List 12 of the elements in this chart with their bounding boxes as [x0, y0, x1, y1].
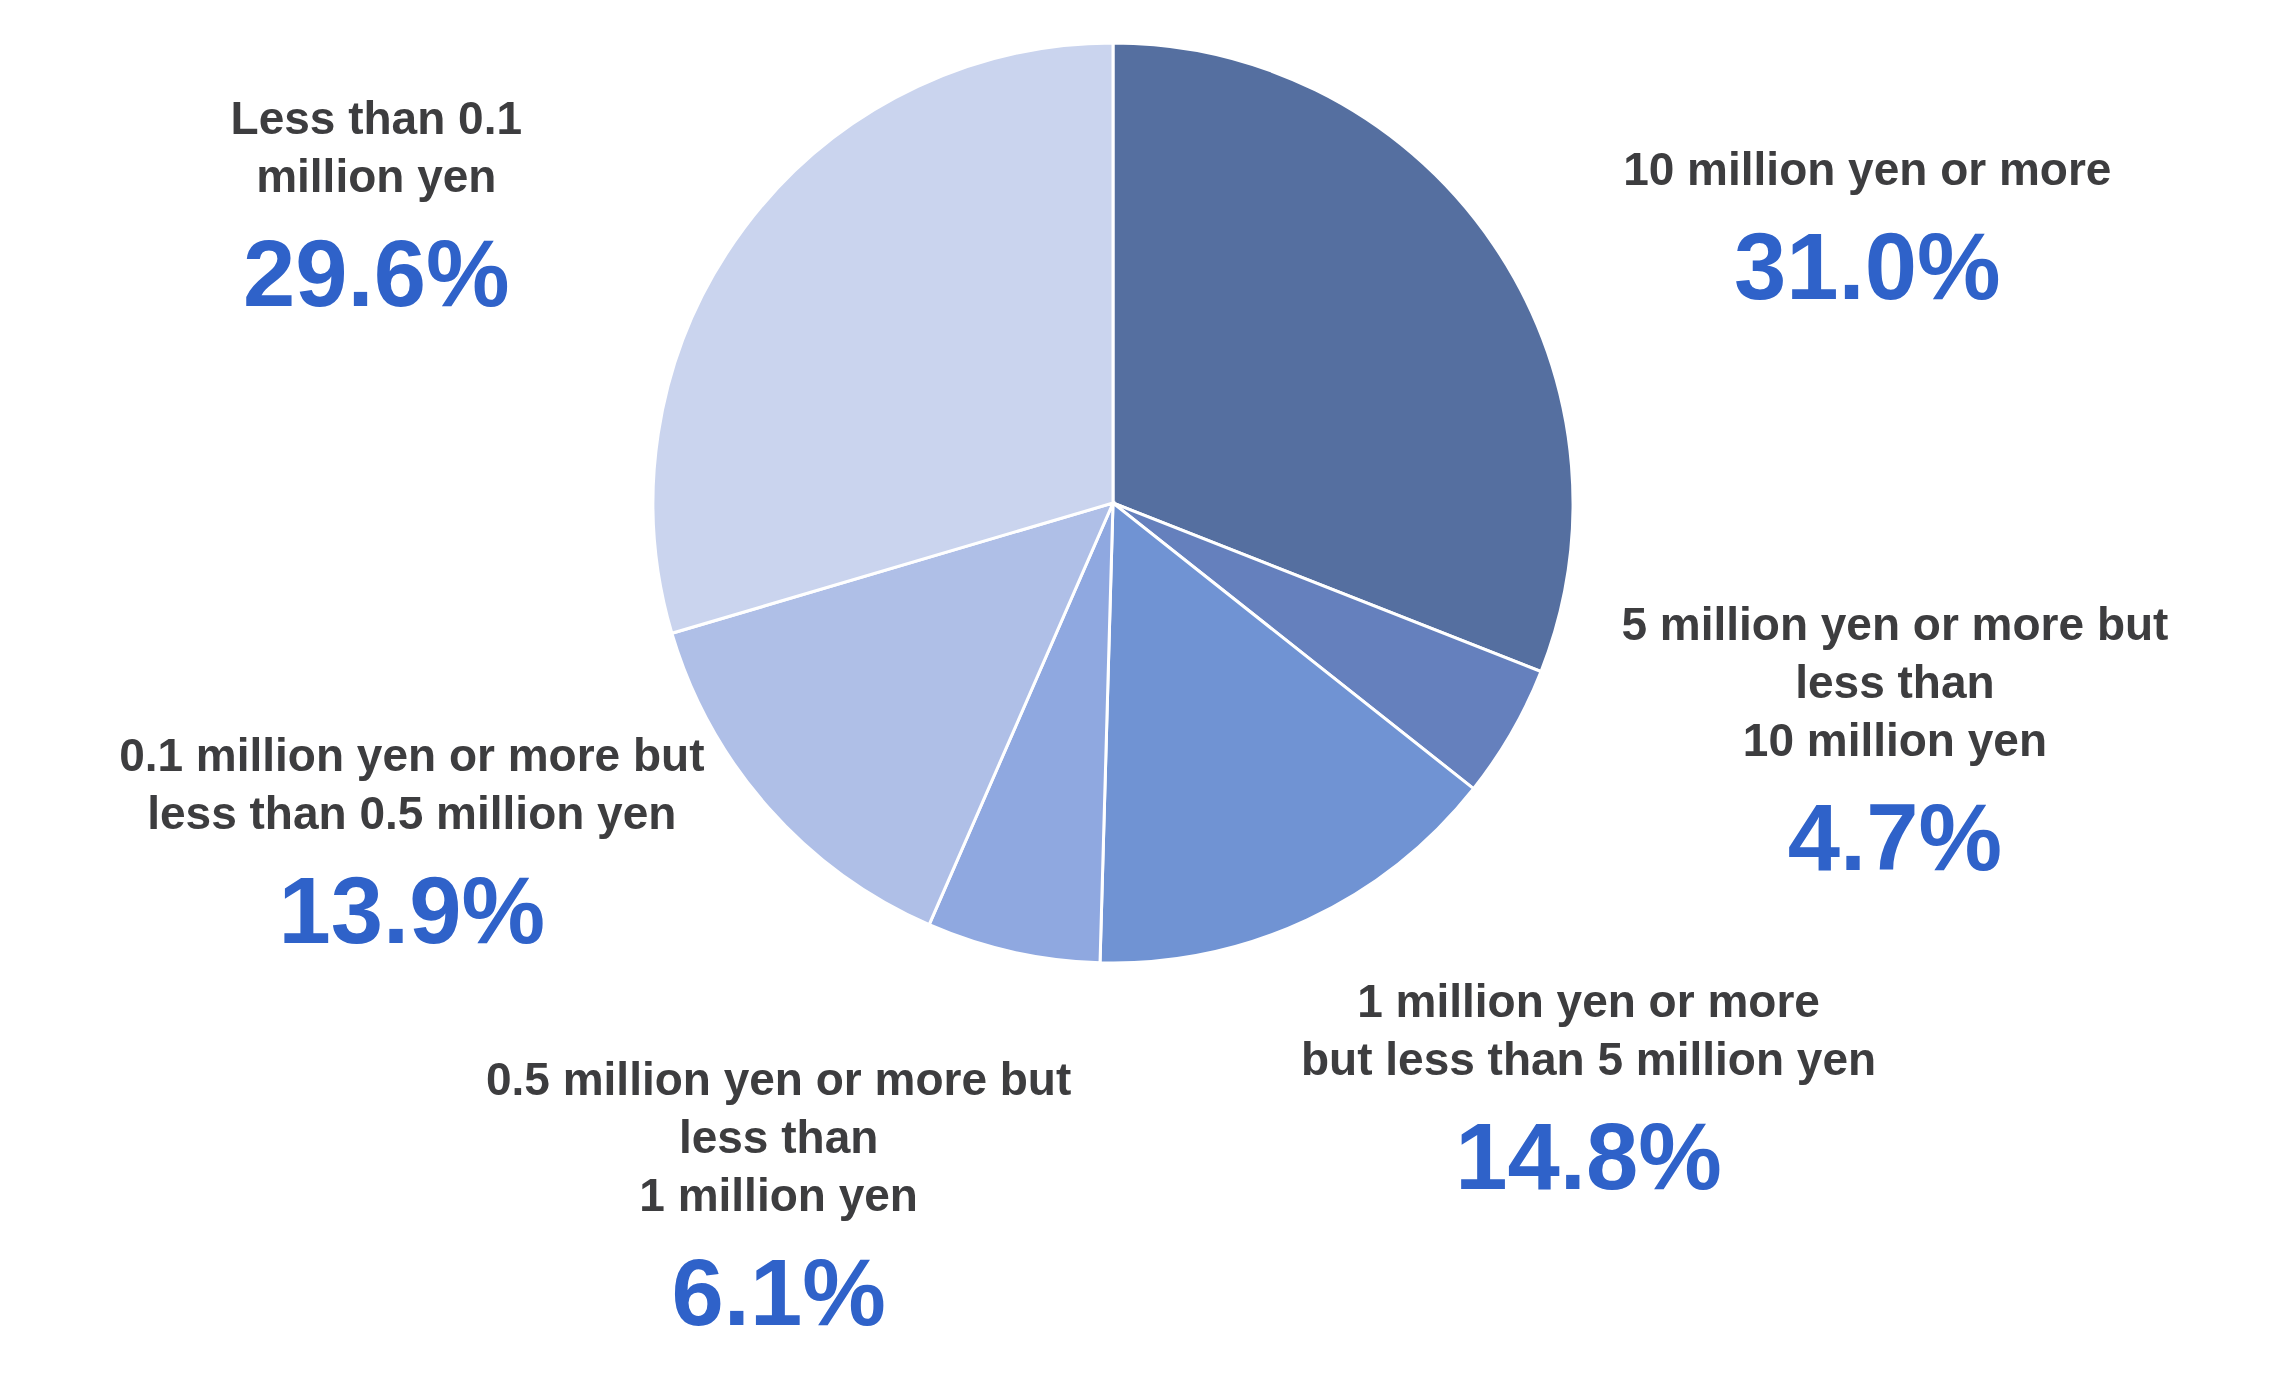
slice-label: 5 million yen or more but less than 10 million yen — [1621, 598, 2169, 767]
slice-label: 0.5 million yen or more but less than 1 million yen — [485, 1053, 1072, 1222]
data-label: 14.8% — [1455, 1103, 1722, 1209]
data-label: 4.7% — [1787, 785, 2003, 891]
slice-label: 1 million yen or more but less than 5 million yen — [1300, 974, 1877, 1085]
slice-label: 0.1 million yen or more but less than 0.5 million yen — [119, 728, 705, 839]
slice-label: 10 million yen or more — [1623, 143, 2112, 196]
slice-label: Less than 0.1 million yen — [230, 92, 523, 203]
data-label: 31.0% — [1734, 214, 2001, 320]
data-label: 13.9% — [278, 857, 546, 963]
data-label: 6.1% — [671, 1240, 886, 1346]
data-label: 29.6% — [243, 221, 510, 327]
